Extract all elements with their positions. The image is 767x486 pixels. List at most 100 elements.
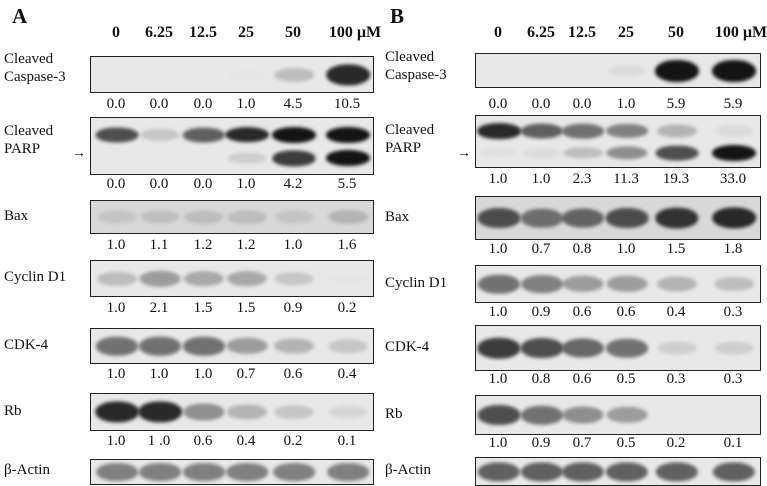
quant-value: 0.0 [149, 96, 169, 112]
quant-value: 5.9 [666, 96, 686, 112]
cdk-4-label: CDK-4 [4, 337, 49, 353]
band [655, 207, 699, 229]
quant-value: 1.0 [193, 366, 213, 382]
quant-value: 5.5 [337, 176, 357, 192]
cleaved-parp-blot [475, 115, 761, 168]
cyclin-d1-label: Cyclin D1 [4, 269, 67, 285]
quant-value: 1.0 [236, 96, 256, 112]
bax-label: Bax [385, 209, 410, 225]
cyclin-d1-blot [90, 260, 374, 297]
band [274, 210, 314, 224]
band [274, 405, 314, 419]
band [715, 125, 753, 138]
bax-blot [475, 196, 761, 240]
band [520, 338, 564, 358]
quant-value: 0.2 [283, 433, 303, 449]
quant-value: 0.5 [616, 371, 636, 387]
quant-value: 1.6 [337, 237, 357, 253]
band [564, 66, 602, 75]
quant-value: 10.5 [333, 96, 361, 112]
band [140, 210, 180, 224]
band [561, 461, 605, 482]
band [139, 270, 181, 287]
band [562, 275, 604, 293]
band [326, 150, 370, 167]
quant-value: 1.2 [236, 237, 256, 253]
concentration-label: 100 µM [328, 24, 382, 41]
band [712, 144, 756, 161]
band [562, 124, 604, 139]
band [657, 276, 697, 292]
band [225, 126, 269, 143]
band [563, 146, 603, 159]
beta-actin-label: β-Actin [385, 462, 431, 478]
quant-value: 1.0 [488, 435, 508, 451]
band [477, 461, 521, 482]
band [97, 210, 137, 224]
quant-value: 1.0 [106, 237, 126, 253]
panel-a: A 0 6.25 12.5 25 50 100 µM Cleaved Caspase-3 0.0… [0, 0, 383, 485]
band [274, 338, 314, 354]
quant-value: 1.8 [723, 241, 743, 257]
arrow-icon: → [457, 146, 471, 161]
band [520, 123, 564, 139]
quant-value: 0.6 [283, 366, 303, 382]
band [183, 336, 225, 356]
band [608, 64, 646, 77]
rb-label: Rb [4, 403, 22, 419]
band [520, 461, 564, 482]
quant-value: 1.0 [488, 371, 508, 387]
quant-value: 5.9 [723, 96, 743, 112]
quant-value: 19.3 [662, 171, 690, 187]
band [328, 339, 368, 353]
band [606, 275, 648, 293]
quant-value: 11.3 [613, 171, 639, 187]
cyclin-d1-label: Cyclin D1 [385, 275, 448, 291]
band [183, 403, 225, 421]
quant-value: 0.6 [193, 433, 213, 449]
quant-value: 1.0 [531, 171, 551, 187]
quant-value: 1.0 [616, 96, 636, 112]
cleaved-parp-label: Cleaved PARP [4, 123, 54, 157]
band [478, 274, 520, 294]
quant-value: 1 .0 [147, 433, 171, 449]
arrow-icon: → [72, 146, 86, 161]
quant-value: 1.0 [616, 241, 636, 257]
rb-label: Rb [385, 406, 403, 422]
band [658, 410, 696, 420]
quant-value: 0.7 [572, 435, 592, 451]
quant-value: 1.0 [283, 237, 303, 253]
band [655, 461, 699, 482]
concentration-label: 12.5 [568, 24, 596, 41]
band [521, 405, 563, 425]
band [328, 405, 368, 419]
cdk-4-blot [90, 328, 374, 364]
band [480, 66, 518, 75]
band [605, 208, 649, 228]
band [185, 70, 223, 79]
band [226, 463, 268, 481]
band [327, 463, 369, 481]
band [183, 463, 225, 481]
band [226, 337, 268, 355]
quant-value: 0.3 [666, 371, 686, 387]
quant-value: 0.0 [572, 96, 592, 112]
beta-actin-blot [90, 459, 374, 485]
band [326, 126, 370, 143]
cdk-4-blot [475, 325, 761, 371]
band [227, 152, 267, 164]
concentration-label: 6.25 [527, 24, 555, 41]
quant-value: 1.0 [488, 241, 508, 257]
band [523, 66, 561, 75]
band [606, 406, 648, 424]
beta-actin-label: β-Actin [4, 462, 50, 478]
band [523, 147, 561, 158]
quant-value: 0.0 [193, 176, 213, 192]
quant-value: 0.0 [193, 96, 213, 112]
quant-value: 0.0 [149, 176, 169, 192]
band [605, 461, 649, 482]
band [561, 208, 605, 228]
band [272, 126, 316, 143]
rb-blot [90, 393, 374, 431]
quant-value: 0.4 [337, 366, 357, 382]
